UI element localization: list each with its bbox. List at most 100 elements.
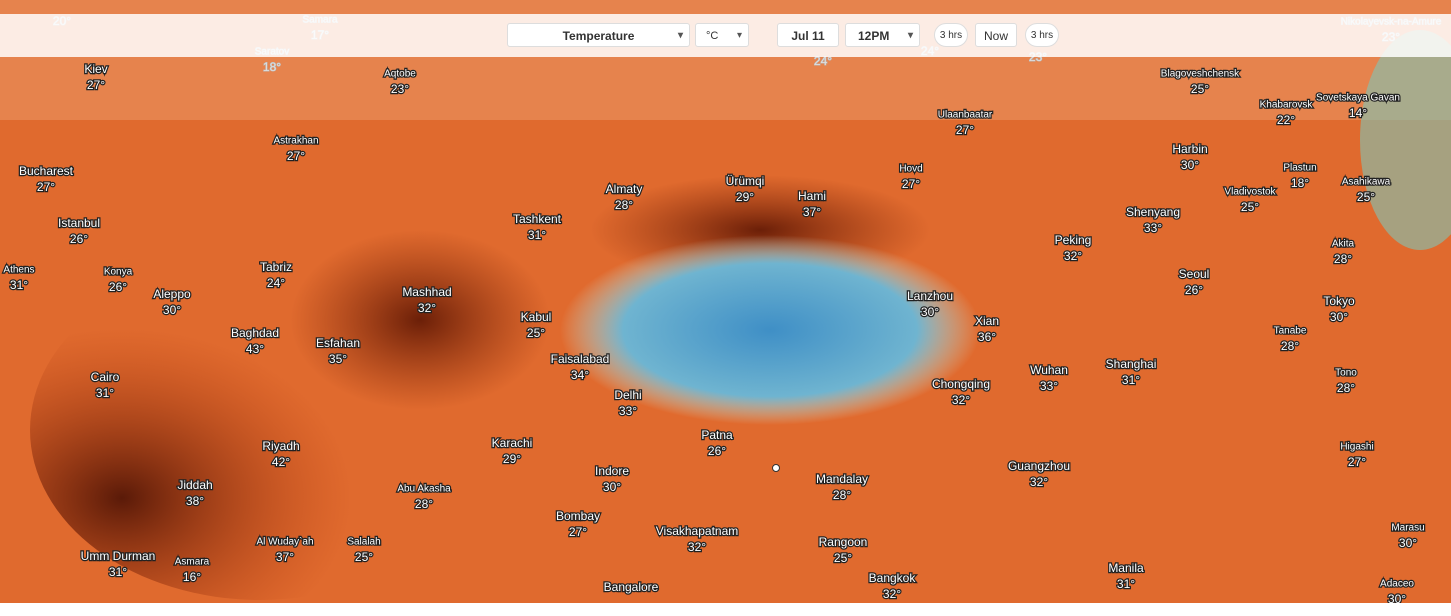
now-button[interactable]: Now bbox=[975, 23, 1017, 47]
temperature: 30° bbox=[1388, 592, 1406, 603]
temperature: 24° bbox=[267, 276, 285, 290]
temperature: 29° bbox=[503, 452, 521, 466]
date-select[interactable]: Jul 11 bbox=[777, 23, 839, 47]
place-name: Bangkok bbox=[869, 571, 917, 585]
place-name: Riyadh bbox=[262, 439, 299, 453]
time-select[interactable]: 12PM bbox=[845, 23, 920, 48]
temperature: 43° bbox=[246, 342, 264, 356]
place-name: Baghdad bbox=[231, 326, 279, 340]
temperature: 14° bbox=[1349, 106, 1367, 120]
temperature: 33° bbox=[1144, 221, 1162, 235]
temperature: 27° bbox=[569, 525, 587, 539]
temperature: 30° bbox=[163, 303, 181, 317]
place-name: Sovetskaya Gavan bbox=[1316, 93, 1400, 104]
place-name: Istanbul bbox=[58, 216, 100, 230]
place-name: Aqtobe bbox=[384, 69, 416, 80]
place-name: Manila bbox=[1108, 561, 1144, 575]
place-name: Vladivostok bbox=[1224, 187, 1276, 198]
temperature: 32° bbox=[952, 393, 970, 407]
temperature: 25° bbox=[1357, 190, 1375, 204]
temperature: 32° bbox=[1064, 249, 1082, 263]
temperature: 27° bbox=[37, 180, 55, 194]
temperature: 25° bbox=[1191, 82, 1209, 96]
temperature: 33° bbox=[619, 404, 637, 418]
place-name: Salalah bbox=[347, 537, 380, 548]
temperature-map: 20°Samara17°Saratov18°24°24°23°Nikolayev… bbox=[0, 0, 1451, 603]
temperature: 25° bbox=[1241, 200, 1259, 214]
temperature: 31° bbox=[96, 386, 114, 400]
temperature: 32° bbox=[1030, 475, 1048, 489]
step-back-button[interactable]: 3 hrs bbox=[934, 23, 968, 47]
place-name: Bucharest bbox=[19, 164, 74, 178]
place-name: Marasu bbox=[1391, 523, 1424, 534]
place-name: Hami bbox=[798, 189, 826, 203]
temperature: 38° bbox=[186, 494, 204, 508]
temperature: 42° bbox=[272, 455, 290, 469]
temperature: 26° bbox=[70, 232, 88, 246]
temperature: 27° bbox=[87, 78, 105, 92]
place-name: Tokyo bbox=[1323, 294, 1355, 308]
place-name: Delhi bbox=[614, 388, 641, 402]
step-forward-button[interactable]: 3 hrs bbox=[1025, 23, 1059, 47]
place-name: Rangoon bbox=[819, 535, 868, 549]
place-name: Aleppo bbox=[153, 287, 191, 301]
temperature: 31° bbox=[10, 278, 28, 292]
place-name: Ulaanbaatar bbox=[938, 110, 993, 121]
place-name: Shenyang bbox=[1126, 205, 1180, 219]
place-name: Seoul bbox=[1179, 267, 1210, 281]
temperature: 26° bbox=[708, 444, 726, 458]
temperature: 27° bbox=[902, 177, 920, 191]
place-name: Asmara bbox=[175, 557, 210, 568]
place-name: Akita bbox=[1332, 239, 1355, 250]
place-name: Hovd bbox=[899, 164, 922, 175]
temperature: 31° bbox=[1117, 577, 1135, 591]
temperature: 32° bbox=[883, 587, 901, 601]
place-name: Karachi bbox=[492, 436, 533, 450]
place-name: Tono bbox=[1335, 368, 1357, 379]
place-name: Al Wuday`ah bbox=[256, 536, 313, 548]
layer-select[interactable]: Temperature bbox=[507, 23, 690, 48]
temperature: 28° bbox=[1334, 252, 1352, 266]
temperature: 27° bbox=[287, 149, 305, 163]
temperature: 27° bbox=[1348, 455, 1366, 469]
place-name: Almaty bbox=[606, 182, 643, 196]
temperature: 18° bbox=[1291, 176, 1309, 190]
temperature: 27° bbox=[956, 123, 974, 137]
place-name: Guangzhou bbox=[1008, 459, 1070, 473]
temperature: 34° bbox=[571, 368, 589, 382]
place-name: Peking bbox=[1055, 233, 1092, 247]
temperature: 26° bbox=[1185, 283, 1203, 297]
temperature: 32° bbox=[418, 301, 436, 315]
place-name: Umm Durman bbox=[81, 549, 156, 563]
place-name: Bombay bbox=[556, 509, 600, 523]
temperature: 26° bbox=[109, 280, 127, 294]
place-name: Faisalabad bbox=[551, 352, 610, 366]
place-name: Kiev bbox=[84, 62, 107, 76]
temperature: 28° bbox=[833, 488, 851, 502]
place-name: Chongqing bbox=[932, 377, 990, 391]
temperature: 30° bbox=[603, 480, 621, 494]
iran-heat bbox=[290, 230, 550, 410]
temperature: 24° bbox=[814, 54, 832, 68]
place-name: Mashhad bbox=[402, 285, 451, 299]
temperature: 18° bbox=[263, 60, 281, 74]
temperature: 28° bbox=[415, 497, 433, 511]
temperature: 23° bbox=[391, 82, 409, 96]
temperature: 30° bbox=[1399, 536, 1417, 550]
location-marker bbox=[772, 464, 780, 472]
tibet-cold bbox=[560, 235, 980, 425]
temperature: 31° bbox=[1122, 373, 1140, 387]
temperature: 28° bbox=[1281, 339, 1299, 353]
unit-select[interactable]: °C bbox=[695, 23, 749, 48]
place-name: Jiddah bbox=[177, 478, 212, 492]
temperature: 36° bbox=[978, 330, 996, 344]
pacific-cool bbox=[1360, 30, 1451, 250]
temperature: 37° bbox=[803, 205, 821, 219]
place-name: Mandalay bbox=[816, 472, 868, 486]
place-name: Khabarovsk bbox=[1260, 100, 1314, 111]
place-name: Esfahan bbox=[316, 336, 360, 350]
place-name: Lanzhou bbox=[907, 289, 953, 303]
place-name: Tabriz bbox=[260, 260, 292, 274]
temperature: 25° bbox=[355, 550, 373, 564]
temperature: 30° bbox=[1181, 158, 1199, 172]
